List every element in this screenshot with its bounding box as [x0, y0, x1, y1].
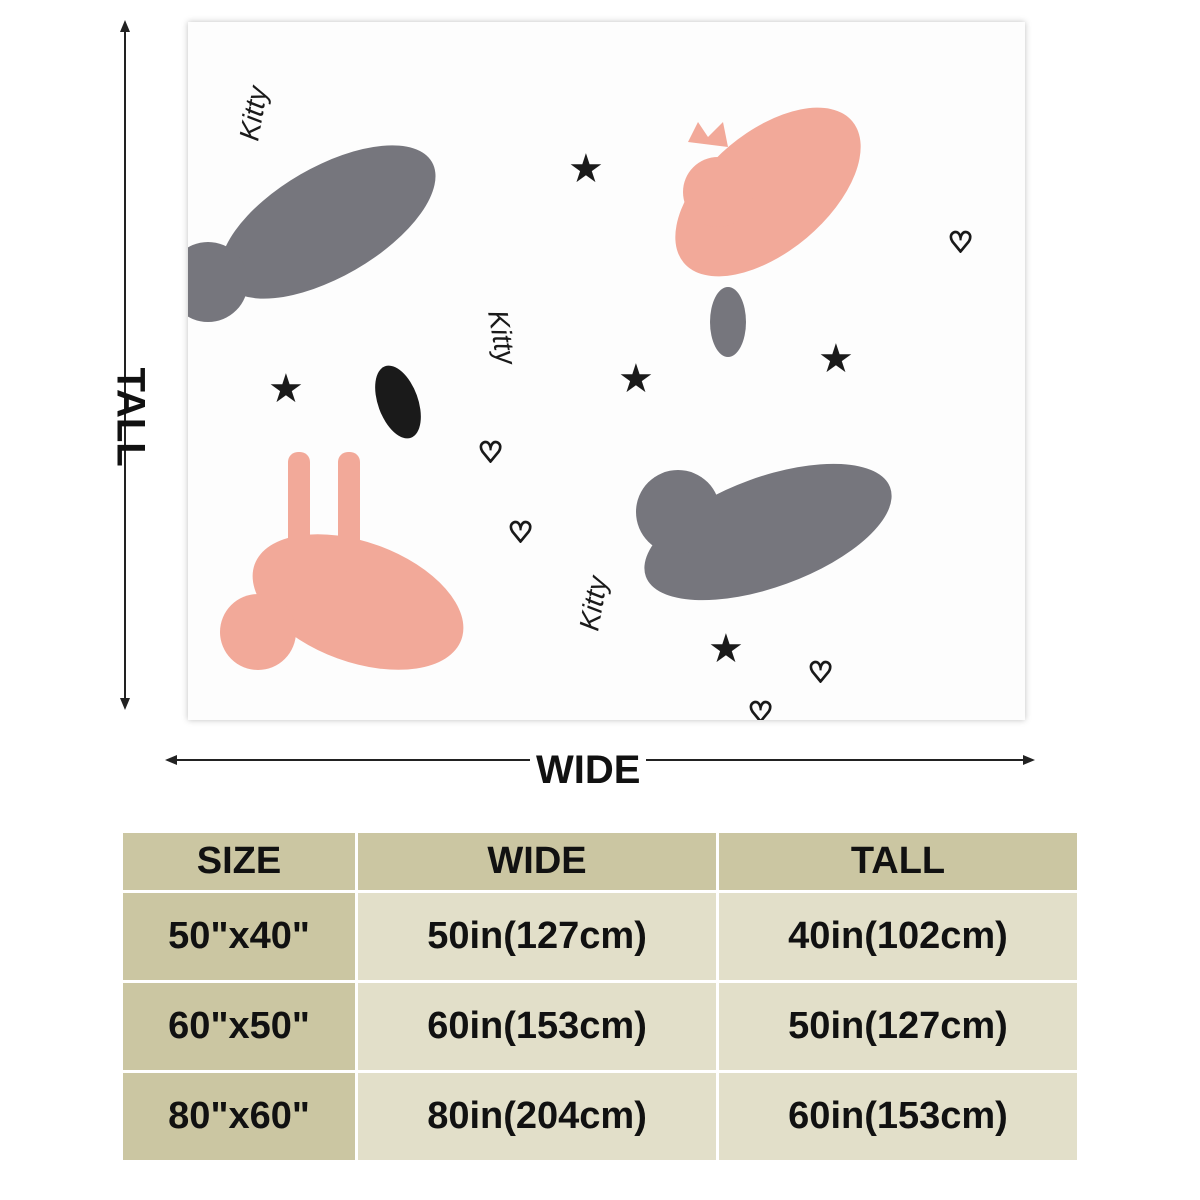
wide-cell: 60in(153cm): [358, 983, 717, 1070]
tall-label: TALL: [108, 367, 153, 467]
tall-cell: 60in(153cm): [719, 1073, 1077, 1160]
table-row: 60"x50" 60in(153cm) 50in(127cm): [123, 983, 1077, 1070]
svg-text:Kitty: Kitty: [482, 308, 522, 369]
svg-text:♡: ♡: [508, 517, 533, 548]
pink-cat: [220, 452, 464, 670]
gray-cat: [188, 145, 436, 322]
svg-text:♡: ♡: [478, 437, 503, 468]
svg-text:★: ★: [568, 147, 604, 191]
fish: [375, 365, 421, 439]
header-tall: TALL: [719, 833, 1077, 890]
wide-cell: 80in(204cm): [358, 1073, 717, 1160]
svg-text:Kitty: Kitty: [233, 82, 273, 143]
header-size: SIZE: [123, 833, 356, 890]
pink-cat: [675, 107, 861, 277]
table-header-row: SIZE WIDE TALL: [123, 833, 1077, 890]
wide-cell: 50in(127cm): [358, 893, 717, 980]
tall-cell: 40in(102cm): [719, 893, 1077, 980]
tall-arrow: [120, 20, 130, 710]
wide-label: WIDE: [530, 748, 647, 793]
svg-text:Kitty: Kitty: [573, 572, 613, 633]
svg-text:♡: ♡: [808, 657, 833, 688]
header-wide: WIDE: [358, 833, 717, 890]
fish: [710, 287, 746, 357]
gray-cat: [636, 463, 892, 601]
table-row: 80"x60" 80in(204cm) 60in(153cm): [123, 1073, 1077, 1160]
kitty-lettering: Kitty Kitty Kitty: [233, 82, 613, 633]
size-cell: 50"x40": [123, 893, 356, 980]
svg-text:★: ★: [268, 367, 304, 411]
cat-pattern: ★ ★ ★ ★ ★ ♡ ♡ ♡ ♡ ♡ Kitty Kitty Kitty: [188, 82, 974, 720]
svg-text:★: ★: [818, 337, 854, 381]
svg-text:♡: ♡: [748, 697, 773, 720]
hearts: ♡ ♡ ♡ ♡ ♡: [477, 226, 974, 720]
svg-text:★: ★: [708, 627, 744, 671]
blanket-image: ★ ★ ★ ★ ★ ♡ ♡ ♡ ♡ ♡ Kitty Kitty Kitty: [188, 22, 1025, 720]
size-table: SIZE WIDE TALL 50"x40" 50in(127cm) 40in(…: [120, 830, 1080, 1163]
size-cell: 60"x50": [123, 983, 356, 1070]
svg-text:★: ★: [618, 357, 654, 401]
table-row: 50"x40" 50in(127cm) 40in(102cm): [123, 893, 1077, 980]
stars: ★ ★ ★ ★ ★: [268, 147, 854, 671]
svg-text:♡: ♡: [948, 227, 973, 258]
tall-cell: 50in(127cm): [719, 983, 1077, 1070]
size-cell: 80"x60": [123, 1073, 356, 1160]
